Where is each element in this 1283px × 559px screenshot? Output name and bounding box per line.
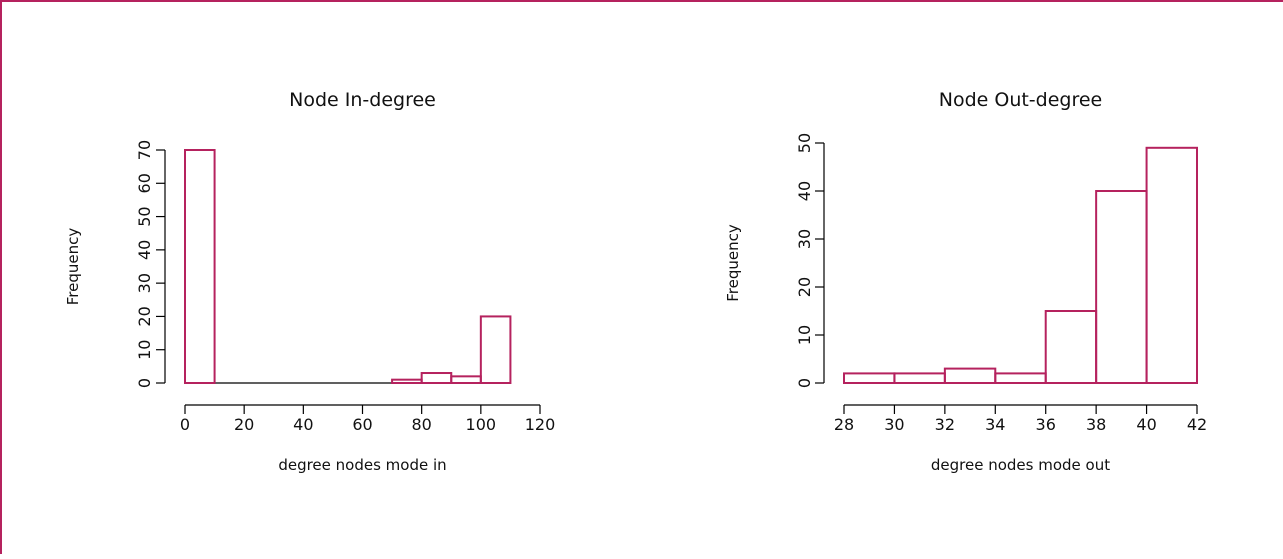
x-tick-label: 40 xyxy=(1136,415,1156,434)
x-tick-label: 42 xyxy=(1187,415,1207,434)
histogram-bar xyxy=(1046,311,1096,383)
histogram-bar xyxy=(185,150,215,383)
y-tick-label: 60 xyxy=(135,173,154,193)
y-tick-label: 30 xyxy=(135,273,154,293)
y-tick-label: 50 xyxy=(135,206,154,226)
histogram-bar xyxy=(894,373,944,383)
chart-title: Node Out-degree xyxy=(939,89,1103,111)
y-tick-label: 20 xyxy=(795,277,814,297)
x-tick-label: 60 xyxy=(352,415,372,434)
histogram-bar xyxy=(844,373,894,383)
histogram-bar xyxy=(995,373,1045,383)
histogram-bar xyxy=(481,316,511,383)
y-tick-label: 20 xyxy=(135,306,154,326)
y-tick-label: 40 xyxy=(135,240,154,260)
chart-title: Node In-degree xyxy=(289,89,436,111)
chart-out-degree-svg: Node Out-degree 28 30 32 34 36 38 40 42 degree no… xyxy=(700,0,1260,554)
histogram-bar xyxy=(392,380,422,383)
histogram-bar xyxy=(451,376,481,383)
histogram-bar xyxy=(1096,191,1146,383)
x-tick-label: 80 xyxy=(411,415,431,434)
y-tick-label: 10 xyxy=(795,325,814,345)
x-tick-label: 120 xyxy=(525,415,556,434)
x-tick-label: 20 xyxy=(234,415,254,434)
y-tick-label: 0 xyxy=(135,378,154,388)
y-tick-label: 10 xyxy=(135,340,154,360)
y-axis-label: Frequency xyxy=(724,224,742,302)
x-tick-label: 34 xyxy=(985,415,1005,434)
x-axis-label: degree nodes mode out xyxy=(931,456,1110,474)
chart-out-degree: Node Out-degree 28 30 32 34 36 38 40 42 degree no… xyxy=(700,0,1260,559)
chart-in-degree: Node In-degree 0 20 40 60 80 100 120 degree node… xyxy=(40,0,600,559)
histogram-bar xyxy=(945,369,995,383)
y-axis-label: Frequency xyxy=(64,228,82,306)
x-tick-label: 40 xyxy=(293,415,313,434)
x-axis-label: degree nodes mode in xyxy=(278,456,446,474)
x-tick-label: 38 xyxy=(1086,415,1106,434)
y-tick-label: 30 xyxy=(795,229,814,249)
x-tick-label: 32 xyxy=(935,415,955,434)
x-tick-label: 0 xyxy=(180,415,190,434)
histogram-bar xyxy=(422,373,452,383)
x-tick-label: 100 xyxy=(466,415,497,434)
y-tick-label: 0 xyxy=(795,378,814,388)
x-tick-label: 28 xyxy=(834,415,854,434)
x-tick-label: 30 xyxy=(884,415,904,434)
y-tick-label: 40 xyxy=(795,181,814,201)
y-tick-label: 50 xyxy=(795,133,814,153)
histogram-bar xyxy=(1147,148,1197,383)
x-tick-label: 36 xyxy=(1036,415,1056,434)
y-tick-label: 70 xyxy=(135,140,154,160)
